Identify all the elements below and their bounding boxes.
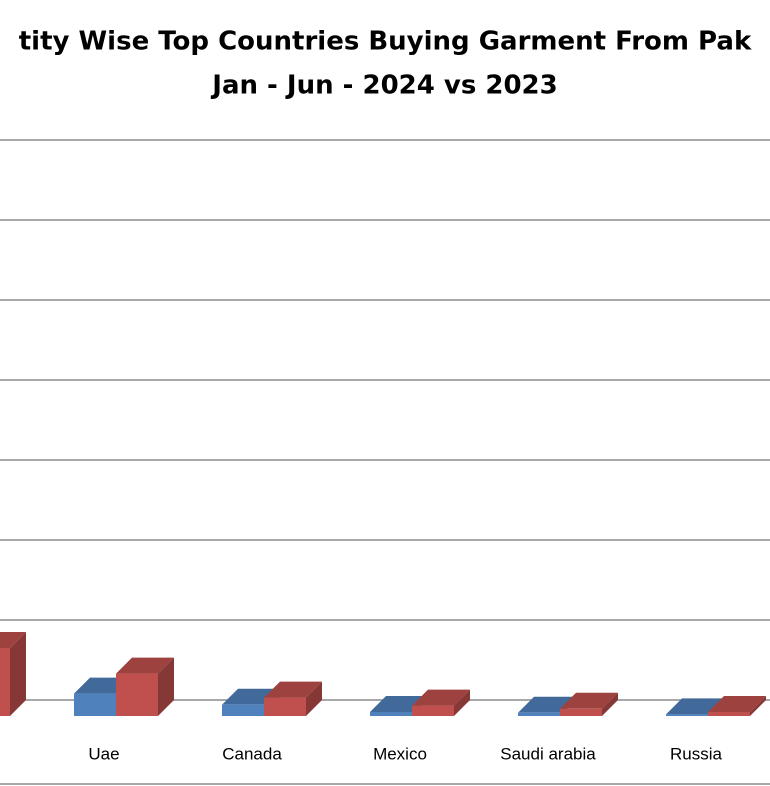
bar [560,708,602,716]
bar-side [10,632,26,716]
x-tick-label: Canada [222,744,282,763]
x-tick-label: Russia [670,744,723,763]
bar-side [306,681,322,716]
bar [0,648,10,716]
bar-top [412,689,470,706]
chart-subtitle: Jan - Jun - 2024 vs 2023 [210,71,557,101]
bar [116,673,158,716]
bar-side [750,696,766,716]
bar-top [666,698,724,715]
bar [74,693,116,716]
bar-side [454,689,470,716]
bar-top [0,632,26,648]
x-tick-label: Saudi arabia [500,744,596,763]
bar [708,712,750,716]
bar [264,697,306,716]
bar [518,712,560,716]
bar-side [602,692,618,716]
bar [370,712,412,716]
x-tick-label: Mexico [373,744,427,763]
bar [666,714,708,716]
x-tick-label: Uae [88,744,119,763]
bar-side [158,657,174,716]
chart-title: tity Wise Top Countries Buying Garment F… [19,27,752,57]
bar [222,704,264,716]
bar-top [560,692,618,709]
bar [412,705,454,716]
bar-top [116,657,174,674]
bar-top [264,681,322,698]
bar-top [708,696,766,712]
